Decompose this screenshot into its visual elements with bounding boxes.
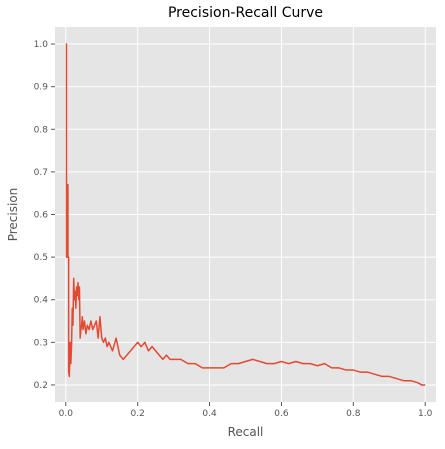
y-tick-label: 1.0 (34, 40, 49, 50)
x-tick-label: 0.0 (59, 409, 74, 419)
x-tick-label: 1.0 (418, 409, 433, 419)
y-tick-label: 0.7 (34, 168, 48, 178)
y-tick-label: 0.5 (34, 253, 48, 263)
y-tick-label: 0.3 (34, 338, 48, 348)
precision-recall-line (65, 43, 426, 386)
x-tick-label: 0.6 (274, 409, 289, 419)
y-tick-label: 0.9 (34, 83, 49, 93)
x-tick-label: 0.8 (346, 409, 361, 419)
x-axis-label: Recall (228, 425, 264, 439)
x-tick-label: 0.4 (202, 409, 217, 419)
y-tick-label: 0.8 (34, 125, 49, 135)
y-tick-label: 0.6 (34, 211, 49, 221)
axis-ticks: 0.0 0.2 0.4 0.6 0.8 1.0 0.2 0.3 0.4 0.5 0.6 0.7 0.8 0… (34, 40, 433, 419)
x-tick-label: 0.2 (131, 409, 145, 419)
y-axis-label: Precision (6, 188, 20, 242)
y-tick-label: 0.2 (34, 381, 48, 391)
grid-lines (55, 27, 436, 402)
chart-title: Precision-Recall Curve (168, 5, 323, 21)
y-tick-label: 0.4 (34, 296, 49, 306)
